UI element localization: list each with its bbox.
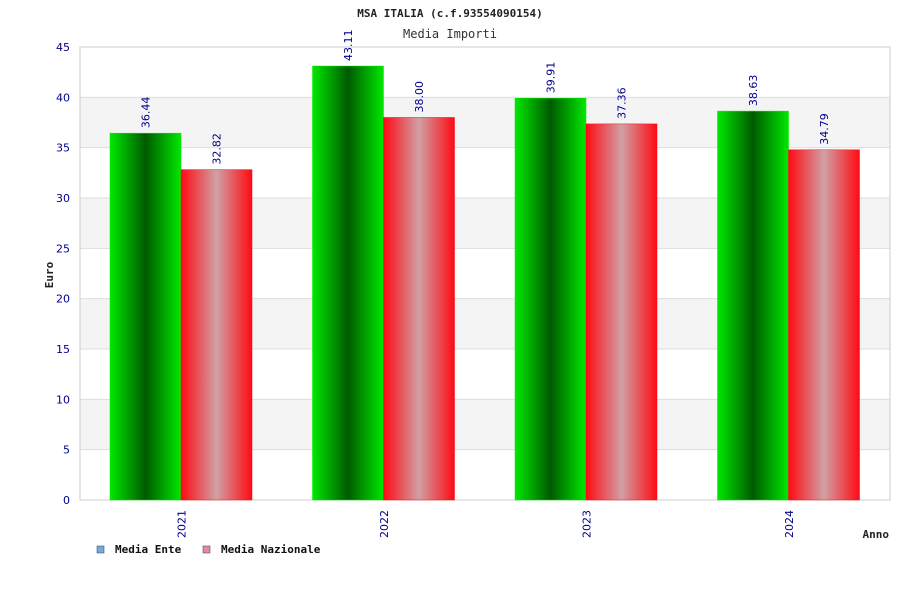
y-tick-label: 20 xyxy=(56,293,70,306)
bar-media-ente-2024 xyxy=(717,110,789,501)
data-label: 32.82 xyxy=(211,133,224,165)
legend-label-media-nazionale: Media Nazionale xyxy=(221,543,321,556)
bars-group: 36.44 32.82 43.11 38.00 39.91 37.36 38.63 34.79 xyxy=(109,30,860,501)
x-tick-label: 2023 xyxy=(580,510,593,538)
data-label: 39.91 xyxy=(545,62,558,94)
y-axis-label: Euro xyxy=(43,261,56,288)
bar-media-nazionale-2024 xyxy=(788,149,860,501)
data-label: 37.36 xyxy=(616,87,629,119)
data-label: 34.79 xyxy=(818,113,831,145)
bar-media-nazionale-2023 xyxy=(585,123,658,501)
y-tick-label: 30 xyxy=(56,192,70,205)
x-axis-label: Anno xyxy=(863,528,890,541)
legend-swatch-media-ente xyxy=(96,545,105,554)
legend-swatch-media-nazionale xyxy=(202,545,211,554)
x-tick-label: 2021 xyxy=(175,510,188,538)
data-label: 38.00 xyxy=(413,81,426,113)
y-axis-ticks: 0 5 10 15 20 25 30 35 40 45 xyxy=(56,41,70,507)
data-label: 36.44 xyxy=(140,97,153,129)
grid-band xyxy=(80,47,890,98)
y-tick-label: 15 xyxy=(56,343,70,356)
x-tick-label: 2024 xyxy=(783,510,796,538)
bar-media-nazionale-2022 xyxy=(383,117,455,501)
bar-media-ente-2021 xyxy=(109,132,182,501)
y-tick-label: 5 xyxy=(63,444,70,457)
y-tick-label: 10 xyxy=(56,393,70,406)
bar-media-ente-2023 xyxy=(514,97,587,501)
data-label: 38.63 xyxy=(747,75,760,107)
chart-subtitle: Media Importi xyxy=(403,27,497,41)
bar-media-ente-2022 xyxy=(312,65,384,501)
bar-media-nazionale-2021 xyxy=(180,169,253,501)
chart-title: MSA ITALIA (c.f.93554090154) xyxy=(357,7,542,20)
y-tick-label: 40 xyxy=(56,91,70,104)
y-tick-label: 35 xyxy=(56,142,70,155)
y-tick-label: 45 xyxy=(56,41,70,54)
plot-frame xyxy=(79,46,891,501)
y-tick-label: 25 xyxy=(56,242,70,255)
y-tick-label: 0 xyxy=(63,494,70,507)
data-label: 43.11 xyxy=(342,30,355,62)
legend: Media Ente Media Nazionale xyxy=(96,543,321,556)
legend-label-media-ente: Media Ente xyxy=(115,543,182,556)
x-tick-label: 2022 xyxy=(378,510,391,538)
x-axis-ticks: 2021 2022 2023 2024 xyxy=(175,510,796,538)
